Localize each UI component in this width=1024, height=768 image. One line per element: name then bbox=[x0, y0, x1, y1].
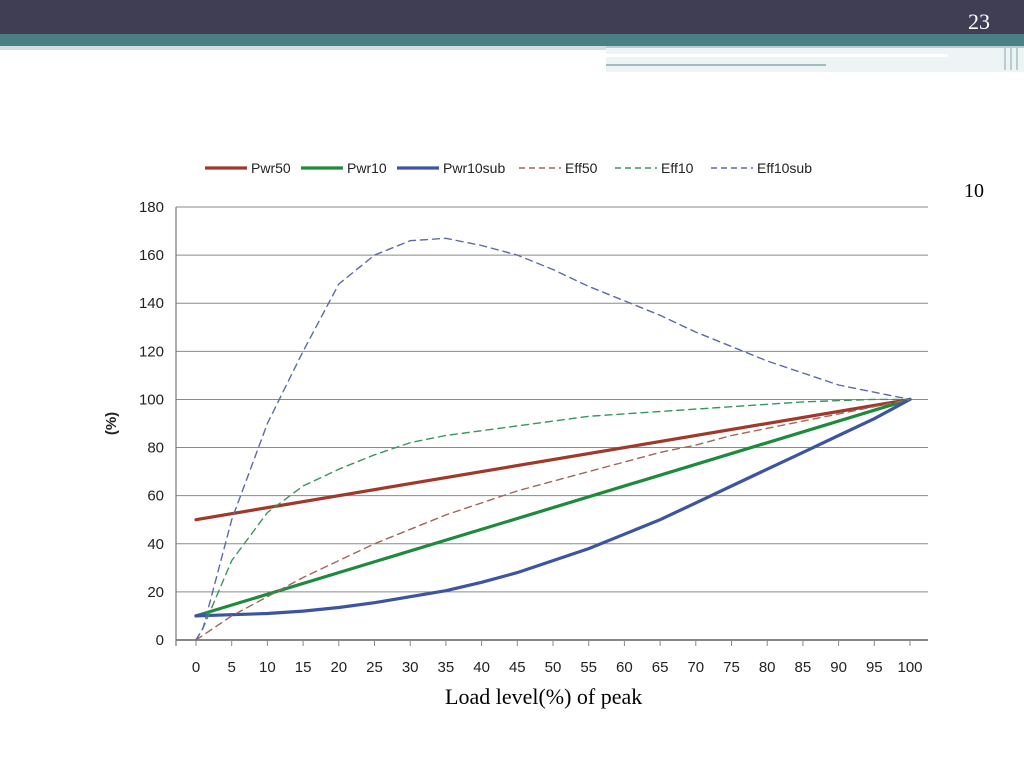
x-tick-label: 75 bbox=[723, 659, 740, 676]
x-tick-label: 25 bbox=[366, 659, 383, 676]
slide-number: 23 bbox=[968, 9, 990, 34]
y-tick-label: 40 bbox=[147, 536, 164, 553]
y-tick-label: 100 bbox=[139, 391, 164, 408]
series-line-eff10sub bbox=[195, 237, 911, 641]
x-tick-label: 0 bbox=[192, 659, 200, 676]
y-tick-label: 0 bbox=[156, 632, 164, 649]
x-tick-label: 70 bbox=[687, 659, 704, 676]
y-tick-label: 80 bbox=[147, 440, 164, 457]
x-tick-label: 40 bbox=[473, 659, 490, 676]
header-decoration bbox=[606, 46, 1024, 72]
y-tick-label: 20 bbox=[147, 584, 164, 601]
corner-label: 10 bbox=[964, 180, 984, 202]
x-tick-label: 50 bbox=[545, 659, 562, 676]
x-tick-label: 30 bbox=[402, 659, 419, 676]
accent-stripe bbox=[0, 46, 606, 50]
x-tick-label: 35 bbox=[438, 659, 455, 676]
chart-caption: Load level(%) of peak bbox=[445, 684, 643, 709]
title-bar bbox=[0, 0, 1024, 34]
legend-label-eff10sub: Eff10sub bbox=[757, 160, 812, 176]
header-decoration-line bbox=[606, 54, 948, 57]
x-tick-label: 45 bbox=[509, 659, 526, 676]
header-decoration-vline bbox=[1010, 46, 1012, 70]
series-line-pwr50 bbox=[194, 397, 912, 522]
x-tick-label: 10 bbox=[259, 659, 276, 676]
series-line-eff50 bbox=[195, 398, 911, 641]
x-tick-label: 100 bbox=[897, 659, 922, 676]
x-tick-label: 55 bbox=[580, 659, 597, 676]
x-tick-label: 20 bbox=[330, 659, 347, 676]
legend-label-pwr10sub: Pwr10sub bbox=[443, 160, 505, 176]
x-tick-label: 85 bbox=[795, 659, 812, 676]
series-line-pwr10 bbox=[194, 397, 912, 618]
legend-label-pwr10: Pwr10 bbox=[347, 160, 387, 176]
y-tick-label: 180 bbox=[139, 199, 164, 216]
accent-bar bbox=[0, 34, 1024, 46]
legend-label-eff50: Eff50 bbox=[565, 160, 598, 176]
y-tick-label: 140 bbox=[139, 295, 164, 312]
legend-label-eff10: Eff10 bbox=[661, 160, 694, 176]
x-tick-label: 80 bbox=[759, 659, 776, 676]
y-tick-label: 60 bbox=[147, 488, 164, 505]
x-tick-label: 95 bbox=[866, 659, 883, 676]
legend-label-pwr50: Pwr50 bbox=[251, 160, 291, 176]
x-tick-label: 60 bbox=[616, 659, 633, 676]
y-axis-label: (%) bbox=[103, 412, 120, 435]
x-tick-label: 5 bbox=[228, 659, 236, 676]
x-tick-label: 65 bbox=[652, 659, 669, 676]
x-tick-label: 90 bbox=[830, 659, 847, 676]
y-tick-label: 160 bbox=[139, 247, 164, 264]
x-tick-label: 15 bbox=[295, 659, 312, 676]
header-decoration-vline bbox=[1004, 46, 1006, 70]
series-line-pwr10sub bbox=[194, 397, 912, 618]
y-tick-label: 120 bbox=[139, 343, 164, 360]
header-decoration-line-2 bbox=[606, 64, 826, 66]
header-decoration-vline bbox=[1016, 46, 1018, 70]
series-line-eff10 bbox=[195, 398, 911, 641]
